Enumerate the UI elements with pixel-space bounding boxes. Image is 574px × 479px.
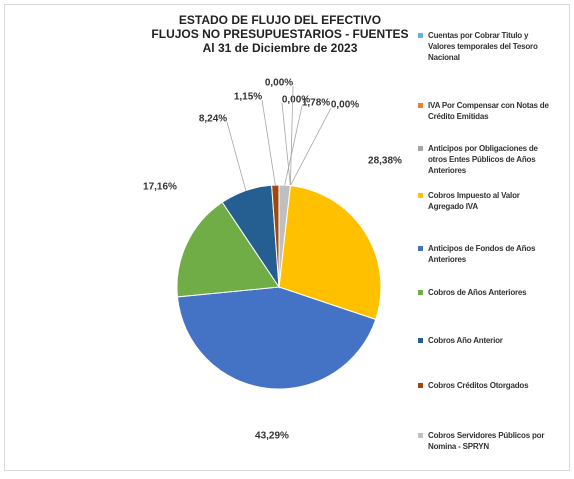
chart-title: ESTADO DE FLUJO DEL EFECTIVO [179, 13, 381, 27]
legend-label: Cobros de Años Anteriores [428, 288, 527, 297]
data-label: 1,78% [302, 98, 330, 109]
legend-item: Cobros Año Anterior [418, 335, 566, 346]
leader-line [290, 107, 332, 186]
data-label: 17,16% [143, 182, 177, 193]
legend-item: IVA Por Compensar con Notas de Crédito E… [418, 100, 566, 122]
legend-swatch [418, 33, 423, 38]
legend-label: Anticipos por Obligaciones de otros Ente… [428, 144, 538, 175]
legend-item: Anticipos por Obligaciones de otros Ente… [418, 143, 566, 176]
legend-label: Cobros Servidores Públicos por Nomina - … [428, 431, 545, 451]
pie-slice [176, 201, 280, 298]
legend-item: Anticipos de Fondos de Años Anteriores [418, 243, 566, 265]
legend-label: Anticipos de Fondos de Años Anteriores [428, 244, 536, 264]
leader-line [289, 85, 294, 186]
legend-swatch [418, 433, 423, 438]
legend-swatch [418, 338, 423, 343]
legend-label: Cuentas por Cobrar Titulo y Valores temp… [428, 31, 538, 62]
leader-line [226, 121, 247, 191]
data-label: 1,15% [234, 92, 262, 103]
legend-label: Cobros Impuesto al Valor Agregado IVA [428, 191, 520, 211]
legend-item: Cobros Créditos Otorgados [418, 380, 566, 391]
data-label: 0,00% [331, 100, 359, 111]
data-label: 8,24% [199, 114, 227, 125]
pie-slice [278, 185, 382, 321]
legend-item: Cobros Servidores Públicos por Nomina - … [418, 430, 566, 452]
legend-item: Cobros Impuesto al Valor Agregado IVA [418, 190, 566, 212]
legend-swatch [418, 146, 423, 151]
legend-label: IVA Por Compensar con Notas de Crédito E… [428, 101, 549, 121]
chart-title: FLUJOS NO PRESUPUESTARIOS - FUENTES [151, 27, 408, 41]
legend-item: Cobros de Años Anteriores [418, 287, 566, 298]
data-label: 0,00% [265, 78, 293, 89]
legend-swatch [418, 103, 423, 108]
pie-slice [278, 184, 291, 288]
leader-line [284, 105, 303, 186]
legend-item: Cuentas por Cobrar Titulo y Valores temp… [418, 30, 566, 63]
legend-swatch [418, 246, 423, 251]
chart-border [4, 4, 570, 471]
legend-swatch [418, 193, 423, 198]
leader-line [281, 102, 291, 186]
data-label: 0,00% [282, 95, 310, 106]
data-label: 28,38% [368, 156, 402, 167]
pie-slice [176, 286, 377, 390]
data-label: 43,29% [255, 431, 289, 442]
chart-title: Al 31 de Diciembre de 2023 [203, 41, 358, 55]
legend-label: Cobros Año Anterior [428, 336, 503, 345]
legend-label: Cobros Créditos Otorgados [428, 381, 529, 390]
legend-swatch [418, 383, 423, 388]
leader-line [261, 99, 276, 186]
legend-swatch [418, 290, 423, 295]
